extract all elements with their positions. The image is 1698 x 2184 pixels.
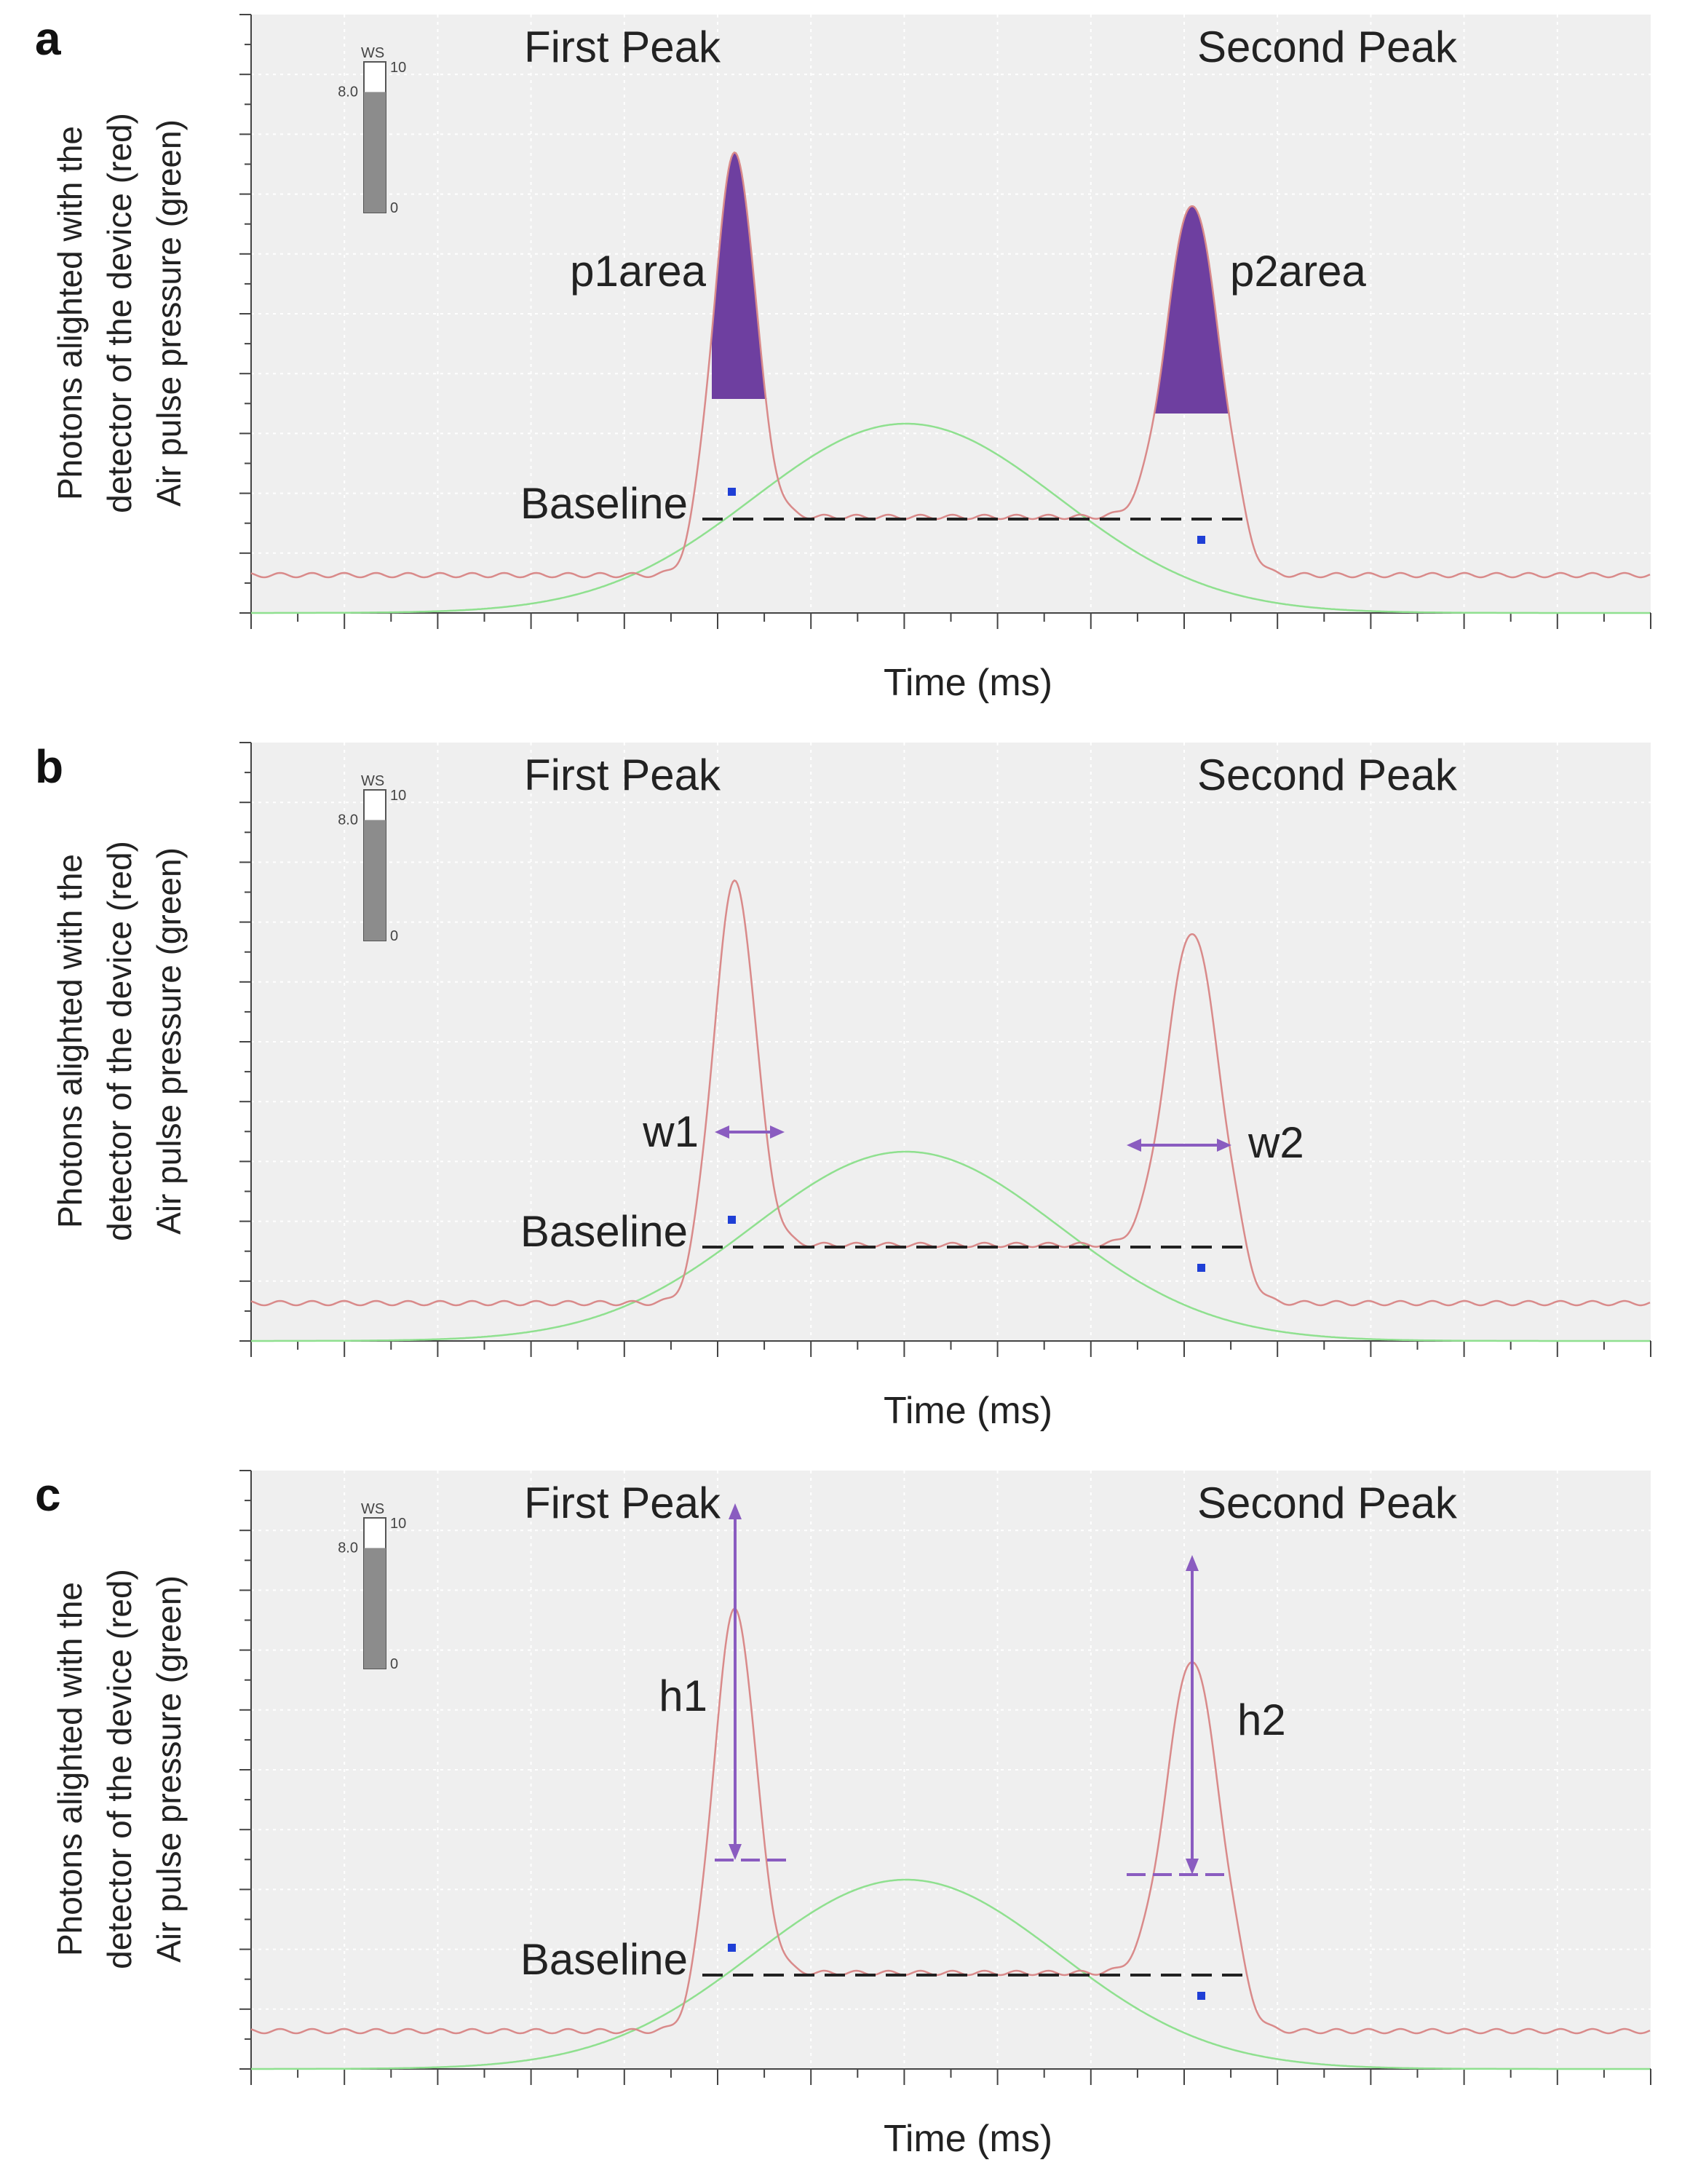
second-peak-label: Second Peak xyxy=(1197,1479,1458,1527)
y-axis-label: Photons alighted with the detector of the… xyxy=(51,1569,188,1969)
p1area-label: p1area xyxy=(570,247,706,296)
second-peak-label: Second Peak xyxy=(1197,23,1458,71)
ws-gauge-value-label: 8.0 xyxy=(338,812,358,828)
first-peak-label: First Peak xyxy=(524,23,721,71)
ws-gauge-value-label: 8.0 xyxy=(338,1540,358,1556)
h2-arrow-head-top xyxy=(1186,1555,1199,1571)
baseline-marker-end xyxy=(1197,1264,1205,1272)
w1-arrow-head-right xyxy=(770,1125,785,1139)
panel-b: b Photons alighted with the detector of th… xyxy=(0,728,1698,1456)
ws-gauge-title: WS xyxy=(361,1501,384,1517)
y-axis-label-line: detector of the device (red) xyxy=(100,1569,138,1969)
peak-area-2-fill xyxy=(1128,206,1233,414)
chart-svg: c Photons alighted with the detector of th… xyxy=(35,1468,1651,2160)
ws-gauge-fill xyxy=(364,92,386,213)
ws-gauge-min-label: 0 xyxy=(390,928,398,944)
first-peak-label: First Peak xyxy=(524,1479,721,1527)
chart-svg: b Photons alighted with the detector of th… xyxy=(35,740,1651,1432)
y-axis-label-line: detector of the device (red) xyxy=(100,113,138,513)
green-series-line xyxy=(251,1150,1650,1342)
h2-arrow xyxy=(1127,1555,1231,1876)
x-axis-label: Time (ms) xyxy=(884,1390,1052,1432)
baseline-label: Baseline xyxy=(520,1207,688,1256)
y-axis-label-line: Photons alighted with the xyxy=(51,126,89,500)
ws-gauge-value-label: 8.0 xyxy=(338,84,358,100)
x-axis-label: Time (ms) xyxy=(884,2118,1052,2160)
first-peak-label: First Peak xyxy=(524,751,721,799)
y-axis-label-line: Air pulse pressure (green) xyxy=(150,119,188,507)
baseline-marker-start xyxy=(728,1216,736,1224)
w1-arrow-head-left xyxy=(715,1125,729,1139)
h1-arrow-head-top xyxy=(729,1503,742,1519)
x-axis-label: Time (ms) xyxy=(884,662,1052,704)
panel-a: a Photons alighted with the detector of th… xyxy=(0,0,1698,728)
ws-gauge: WS 10 8.0 0 xyxy=(338,45,406,216)
red-series-line xyxy=(250,879,1651,1307)
panel-label: b xyxy=(35,740,63,793)
w2-arrow xyxy=(1127,1139,1231,1152)
baseline-marker-end xyxy=(1197,1992,1205,2000)
peak-area-1-fill xyxy=(712,152,780,399)
ws-gauge: WS 10 8.0 0 xyxy=(338,1501,406,1672)
ws-gauge-max-label: 10 xyxy=(390,1516,406,1532)
chart-svg: a Photons alighted with the detector of th… xyxy=(35,12,1651,704)
ws-gauge-min-label: 0 xyxy=(390,1656,398,1672)
ws-gauge-fill xyxy=(364,1548,386,1669)
baseline-label: Baseline xyxy=(520,1935,688,1984)
w1-arrow xyxy=(715,1125,785,1139)
ws-gauge-title: WS xyxy=(361,45,384,61)
y-axis-label: Photons alighted with the detector of the… xyxy=(51,841,188,1241)
y-axis-label-line: detector of the device (red) xyxy=(100,841,138,1241)
panel-c: c Photons alighted with the detector of th… xyxy=(0,1456,1698,2184)
panel-label: c xyxy=(35,1468,61,1521)
y-axis-label-line: Photons alighted with the xyxy=(51,854,89,1228)
baseline-marker-end xyxy=(1197,536,1205,544)
y-axis-label-line: Air pulse pressure (green) xyxy=(150,847,188,1235)
p2area-label: p2area xyxy=(1230,247,1366,296)
panel-label: a xyxy=(35,12,61,65)
ws-gauge-max-label: 10 xyxy=(390,60,406,76)
w2-arrow-head-right xyxy=(1217,1139,1231,1152)
baseline-marker-start xyxy=(728,1944,736,1952)
green-series-line xyxy=(251,1878,1650,2070)
ws-gauge: WS 10 8.0 0 xyxy=(338,773,406,944)
ws-gauge-min-label: 0 xyxy=(390,200,398,216)
h2-arrow-head-bottom xyxy=(1186,1859,1199,1875)
green-series-line xyxy=(251,422,1650,614)
w2-label: w2 xyxy=(1247,1118,1304,1167)
h1-label: h1 xyxy=(659,1671,707,1720)
y-axis-label-line: Air pulse pressure (green) xyxy=(150,1575,188,1963)
y-axis-label-line: Photons alighted with the xyxy=(51,1582,89,1956)
baseline-marker-start xyxy=(728,488,736,496)
red-series-line xyxy=(250,151,1651,579)
w2-arrow-head-left xyxy=(1127,1139,1141,1152)
baseline-label: Baseline xyxy=(520,479,688,528)
red-series-line xyxy=(250,1607,1651,2035)
h1-arrow-head-bottom xyxy=(729,1844,742,1860)
second-peak-label: Second Peak xyxy=(1197,751,1458,799)
w1-label: w1 xyxy=(642,1107,699,1156)
h1-arrow xyxy=(715,1503,786,1861)
ws-gauge-title: WS xyxy=(361,773,384,789)
y-axis-label: Photons alighted with the detector of the… xyxy=(51,113,188,513)
h2-label: h2 xyxy=(1237,1696,1286,1744)
ws-gauge-fill xyxy=(364,820,386,941)
ws-gauge-max-label: 10 xyxy=(390,788,406,804)
